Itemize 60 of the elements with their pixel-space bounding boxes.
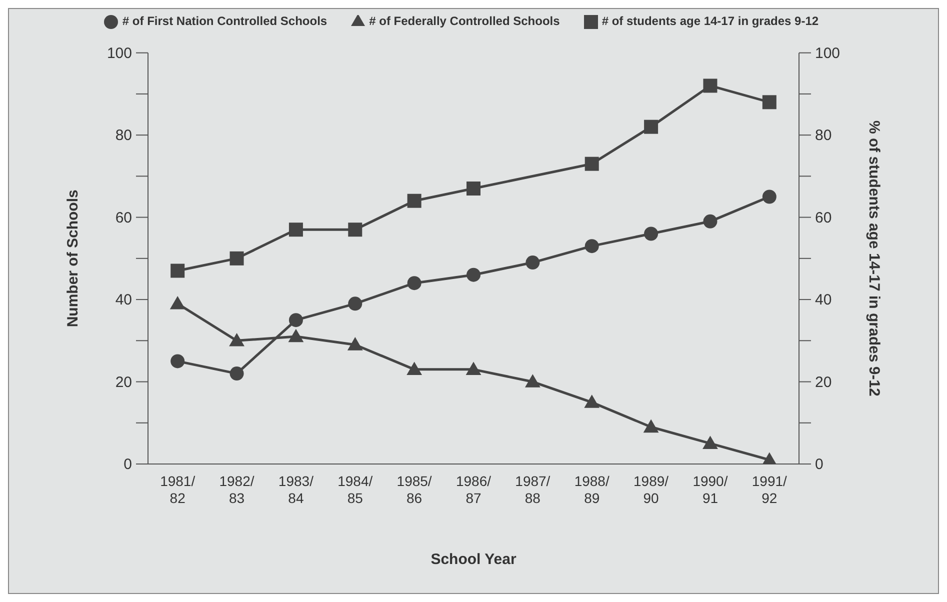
y-axis-title: Number of Schools (64, 190, 82, 328)
point (643, 419, 659, 433)
point (762, 190, 776, 204)
point (407, 276, 422, 290)
y2-axis-title: % of students age 14-17 in grades 9-12 (866, 120, 883, 396)
point (584, 239, 599, 254)
point (347, 337, 363, 350)
point (229, 332, 244, 346)
point (348, 296, 362, 311)
point (524, 374, 540, 388)
point (644, 226, 658, 241)
x-tick-label: 1982/83 (219, 473, 254, 506)
y-tick-label: 60 (115, 209, 132, 226)
y-tick-label: 100 (106, 44, 132, 62)
point (230, 366, 244, 381)
point (170, 296, 186, 310)
x-tick-label: 1989/90 (634, 473, 669, 506)
point (644, 120, 658, 134)
x-tick-label: 1983/84 (278, 473, 314, 506)
point (526, 256, 540, 270)
point (288, 313, 303, 328)
legend-label: # of First Nation Controlled Schools (122, 14, 328, 28)
point (466, 182, 480, 196)
point (702, 436, 718, 450)
x-tick-label: 1987/88 (515, 473, 550, 506)
y2-tick-label: 100 (815, 44, 840, 62)
y-tick-label: 20 (115, 374, 132, 391)
y-tick-label: 40 (115, 292, 132, 309)
point (466, 268, 480, 282)
y2-tick-label: 80 (815, 127, 832, 144)
legend-label: # of Federally Controlled Schools (369, 14, 560, 28)
point (703, 78, 718, 93)
y-tick-label: 80 (115, 127, 132, 144)
point (288, 222, 303, 237)
x-tick-label: 1986/87 (456, 473, 492, 506)
x-tick-label: 1990/91 (692, 473, 728, 506)
point (584, 156, 599, 171)
legend-label: # of students age 14-17 in grades 9-12 (602, 14, 819, 28)
point (230, 251, 244, 266)
point (466, 362, 482, 376)
x-tick-label: 1984/85 (338, 473, 373, 506)
point (703, 214, 718, 228)
point (406, 362, 422, 376)
x-tick-label: 1985/86 (396, 473, 432, 506)
x-tick-label: 1991/92 (752, 473, 788, 506)
x-tick-label: 1988/89 (574, 473, 610, 506)
point (584, 394, 600, 408)
y2-tick-label: 40 (815, 292, 832, 309)
point (170, 354, 185, 368)
x-tick-label: 1981/82 (160, 473, 196, 506)
y2-tick-label: 60 (815, 209, 832, 226)
point (288, 328, 304, 342)
y-tick-label: 0 (124, 456, 132, 473)
point (348, 222, 362, 237)
point (407, 194, 422, 208)
y2-tick-label: 0 (815, 456, 824, 473)
x-axis-title: School Year (430, 551, 516, 568)
y2-tick-label: 20 (815, 374, 832, 391)
point (170, 264, 185, 278)
point (762, 95, 776, 110)
